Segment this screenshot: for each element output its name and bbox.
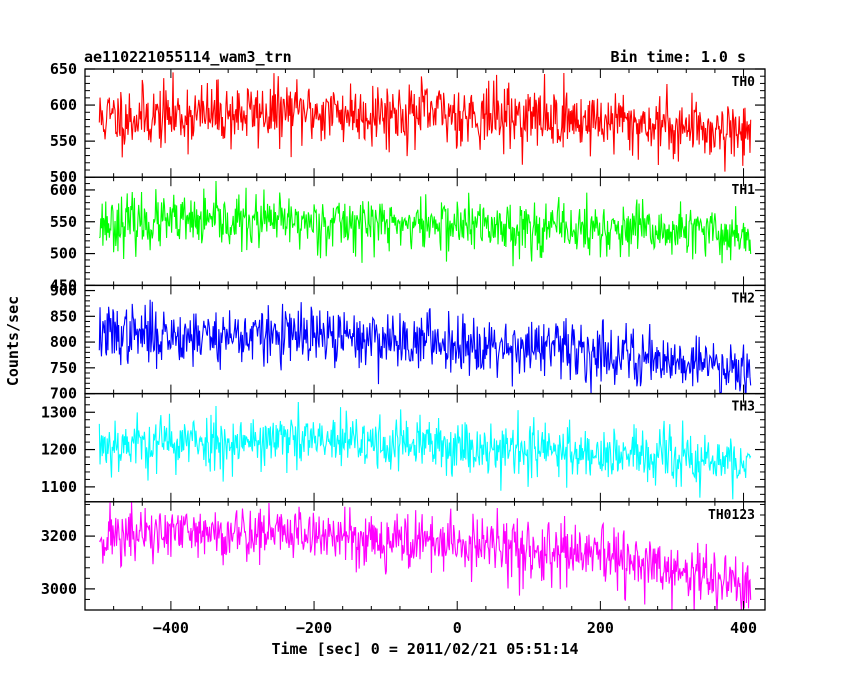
y-tick-label: 850 xyxy=(50,307,77,325)
x-tick-label: 200 xyxy=(587,619,614,637)
series-line-th2 xyxy=(98,299,752,394)
x-tick-label: 0 xyxy=(453,619,462,637)
x-axis-label: Time [sec] 0 = 2011/02/21 05:51:14 xyxy=(271,640,578,658)
panel-label-th3: TH3 xyxy=(732,400,755,415)
bin-time-label: Bin time: 1.0 s xyxy=(611,48,746,66)
panel-label-th2: TH2 xyxy=(732,291,755,306)
y-tick-label: 450 xyxy=(50,276,77,294)
panel-label-th1: TH1 xyxy=(732,183,756,198)
panel-label-th0123: TH0123 xyxy=(708,508,755,523)
y-tick-label: 800 xyxy=(50,333,77,351)
y-tick-label: 550 xyxy=(50,213,77,231)
y-tick-label: 500 xyxy=(50,168,77,186)
series-line-th0123 xyxy=(98,501,752,610)
y-tick-label: 700 xyxy=(50,385,77,403)
y-tick-label: 900 xyxy=(50,282,77,300)
panel-frame xyxy=(84,501,766,611)
panel-th3: 1100 1200 1300 TH3 xyxy=(41,392,766,503)
y-tick-label: 1300 xyxy=(41,403,77,421)
panel-th0: 500 550 600 650 TH0 xyxy=(50,60,766,186)
y-tick-label: 500 xyxy=(50,245,77,263)
panel-th1: 450 500 550 600 TH1 xyxy=(50,176,766,294)
panel-th2: 700 750 800 850 900 TH2 xyxy=(50,282,766,403)
chart-title: ae110221055114_wam3_trn xyxy=(84,48,292,66)
y-tick-label: 600 xyxy=(50,181,77,199)
x-axis: −400 −200 0 200 400 xyxy=(153,619,757,637)
y-tick-label: 650 xyxy=(50,60,77,78)
series-line-th1 xyxy=(98,181,752,267)
series-line-th3 xyxy=(98,402,752,500)
panel-th0123: 3000 3200 TH0123 xyxy=(41,501,766,611)
x-tick-label: −200 xyxy=(296,619,332,637)
x-tick-label: 400 xyxy=(730,619,757,637)
panel-label-th0: TH0 xyxy=(732,75,756,90)
y-tick-label: 1100 xyxy=(41,478,77,496)
y-tick-label: 3200 xyxy=(41,527,77,545)
x-tick-label: −400 xyxy=(153,619,189,637)
y-tick-label: 1200 xyxy=(41,441,77,459)
y-tick-label: 3000 xyxy=(41,580,77,598)
panels: 500 550 600 650 TH0 450 500 550 600 TH1 700 750 800 8… xyxy=(41,60,766,611)
series-line-th0 xyxy=(98,72,752,172)
y-tick-label: 600 xyxy=(50,96,77,114)
y-tick-label: 550 xyxy=(50,132,77,150)
y-tick-label: 750 xyxy=(50,359,77,377)
y-axis-label: Counts/sec xyxy=(4,296,22,386)
